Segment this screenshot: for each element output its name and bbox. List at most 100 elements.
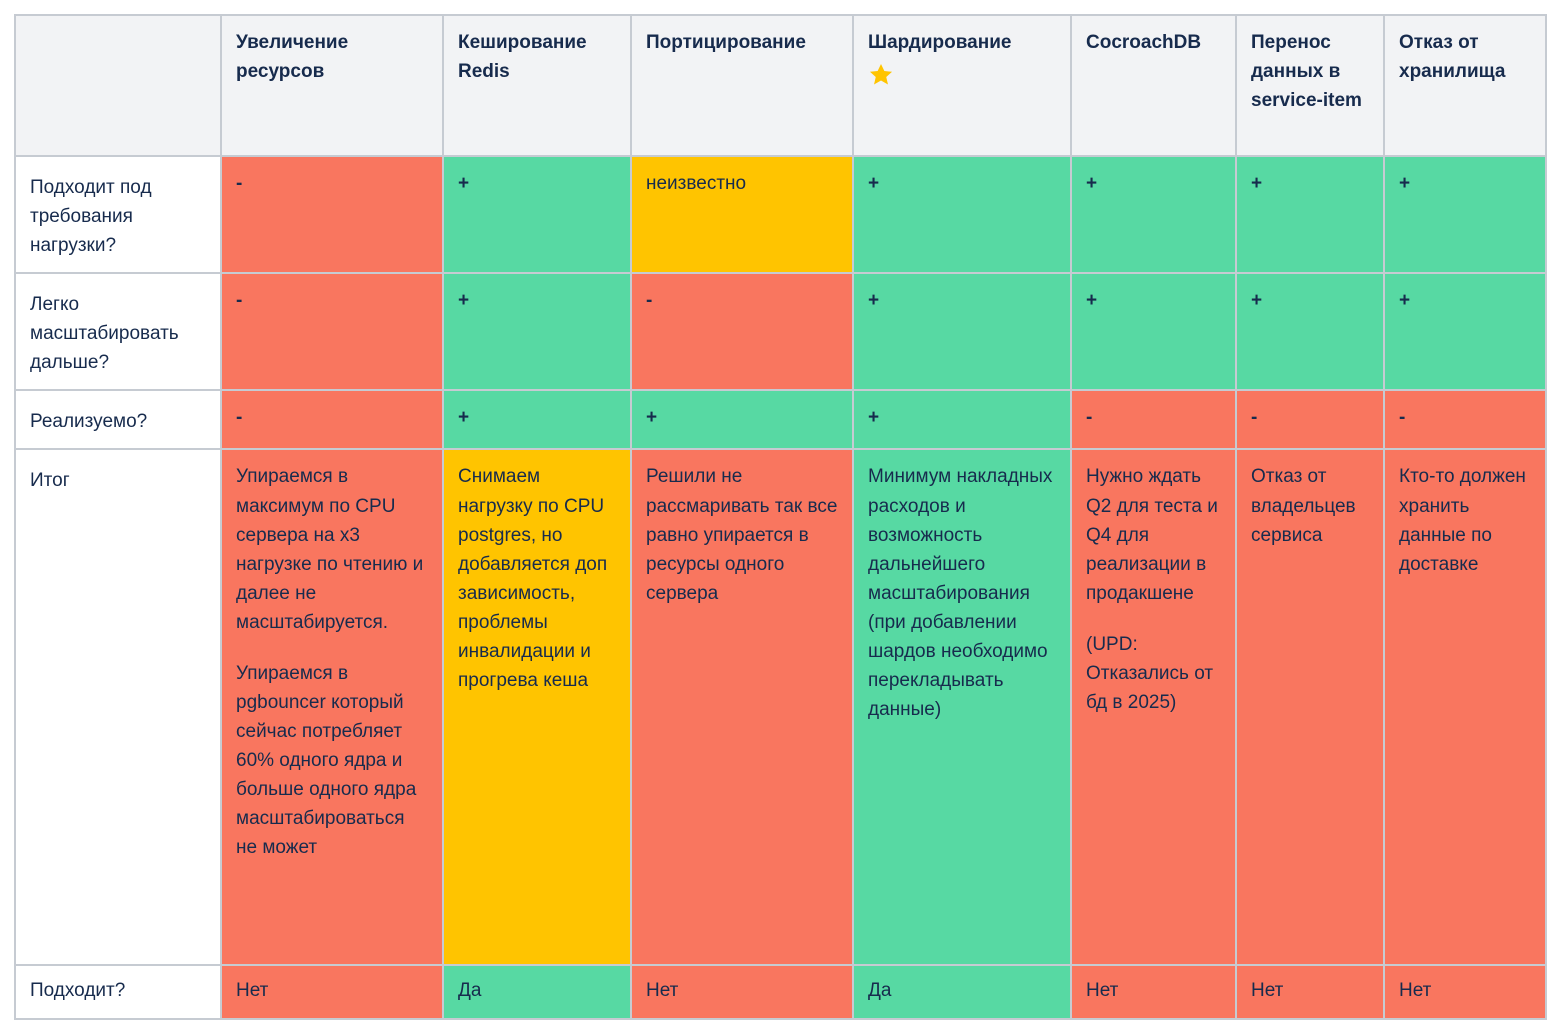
matrix-cell: Решили не рассмаривать так все равно упи… bbox=[630, 448, 854, 967]
status-sign: + bbox=[458, 290, 470, 312]
column-header-cockroachdb: CocroachDB bbox=[1070, 14, 1237, 157]
row-label: Подходит? bbox=[14, 964, 222, 1020]
matrix-cell: Кто-то должен хранить данные по доставке bbox=[1383, 448, 1547, 967]
matrix-cell: Нет bbox=[1235, 964, 1385, 1020]
status-sign: + bbox=[868, 290, 880, 312]
matrix-cell: Нет bbox=[630, 964, 854, 1020]
matrix-cell: + bbox=[852, 154, 1072, 275]
row-label: Легко масштабировать дальше? bbox=[14, 272, 222, 392]
status-sign: + bbox=[868, 407, 880, 429]
matrix-cell: + bbox=[442, 389, 632, 451]
column-header-label: Портицирование bbox=[646, 32, 806, 53]
matrix-cell: + bbox=[1383, 272, 1547, 392]
column-header-label: Отказ от хранилища bbox=[1399, 32, 1506, 83]
status-sign: + bbox=[646, 407, 658, 429]
status-sign: + bbox=[458, 407, 470, 429]
column-header-label: CocroachDB bbox=[1086, 32, 1202, 53]
status-sign: + bbox=[1086, 173, 1098, 194]
matrix-cell: Снимаем нагрузку по CPU postgres, но доб… bbox=[442, 448, 632, 967]
verdict-text: Нет bbox=[646, 980, 679, 1002]
column-header-service-item-transfer: Перенос данных в service-item bbox=[1235, 14, 1385, 157]
matrix-cell: + bbox=[1235, 154, 1385, 275]
status-sign: - bbox=[236, 290, 243, 312]
matrix-cell: Да bbox=[852, 964, 1072, 1020]
verdict-text: Нет bbox=[1399, 980, 1432, 1002]
column-header-label: Кеширование Redis bbox=[458, 32, 587, 83]
matrix-cell: - bbox=[220, 154, 444, 275]
row-feasible: Реализуемо? - + + + - - - bbox=[14, 389, 1547, 451]
matrix-cell: - bbox=[1383, 389, 1547, 451]
matrix-cell: - bbox=[220, 389, 444, 451]
summary-paragraph: (UPD: Отказались от бд в 2025) bbox=[1086, 633, 1214, 713]
summary-paragraph: Снимаем нагрузку по CPU postgres, но доб… bbox=[458, 466, 608, 691]
star-icon bbox=[868, 62, 1056, 88]
matrix-cell: - bbox=[220, 272, 444, 392]
matrix-cell: + bbox=[442, 154, 632, 275]
verdict-text: Да bbox=[868, 980, 892, 1002]
matrix-cell: + bbox=[630, 389, 854, 451]
status-sign: + bbox=[1251, 290, 1263, 312]
row-load-requirements: Подходит под требования нагрузки? - + не… bbox=[14, 154, 1547, 275]
status-sign: + bbox=[1399, 290, 1411, 312]
summary-paragraph: Отказ от владельцев сервиса bbox=[1251, 466, 1356, 546]
column-header-label: Шардирование bbox=[868, 32, 1012, 53]
verdict-text: Нет bbox=[236, 980, 269, 1002]
verdict-text: Нет bbox=[1086, 980, 1119, 1002]
corner-cell bbox=[14, 14, 222, 157]
status-sign: + bbox=[1399, 173, 1411, 194]
header-row: Увеличение ресурсов Кеширование Redis По… bbox=[14, 14, 1547, 157]
column-header-label: Перенос данных в service-item bbox=[1251, 32, 1362, 112]
matrix-cell: - bbox=[630, 272, 854, 392]
matrix-cell: Да bbox=[442, 964, 632, 1020]
row-verdict: Подходит? Нет Да Нет Да Нет Нет Нет bbox=[14, 964, 1547, 1020]
status-sign: + bbox=[868, 173, 880, 194]
matrix-cell: Отказ от владельцев сервиса bbox=[1235, 448, 1385, 967]
verdict-text: Да bbox=[458, 980, 482, 1002]
matrix-cell: Упираемся в максимум по CPU сервера на x… bbox=[220, 448, 444, 967]
status-sign: + bbox=[1251, 173, 1263, 194]
summary-paragraph: Решили не рассмаривать так все равно упи… bbox=[646, 466, 838, 604]
column-header-label: Увеличение ресурсов bbox=[236, 32, 349, 83]
status-sign: - bbox=[646, 290, 653, 312]
row-label: Реализуемо? bbox=[14, 389, 222, 451]
matrix-cell: - bbox=[1235, 389, 1385, 451]
verdict-text: Нет bbox=[1251, 980, 1284, 1002]
row-label: Итог bbox=[14, 448, 222, 967]
comparison-table: Увеличение ресурсов Кеширование Redis По… bbox=[14, 14, 1547, 1020]
status-sign: - bbox=[1399, 407, 1406, 429]
matrix-cell: + bbox=[442, 272, 632, 392]
summary-paragraph: Минимум накладных расходов и возможность… bbox=[868, 466, 1053, 720]
column-header-storage-refusal: Отказ от хранилища bbox=[1383, 14, 1547, 157]
matrix-cell: Минимум накладных расходов и возможность… bbox=[852, 448, 1072, 967]
matrix-cell: неизвестно bbox=[630, 154, 854, 275]
matrix-cell: Нет bbox=[220, 964, 444, 1020]
row-easy-scaling: Легко масштабировать дальше? - + - + + +… bbox=[14, 272, 1547, 392]
column-header-increase-resources: Увеличение ресурсов bbox=[220, 14, 444, 157]
summary-paragraph: Нужно ждать Q2 для теста и Q4 для реализ… bbox=[1086, 466, 1218, 604]
status-sign: - bbox=[1251, 407, 1258, 429]
matrix-cell: Нужно ждать Q2 для теста и Q4 для реализ… bbox=[1070, 448, 1237, 967]
status-sign: + bbox=[1086, 290, 1098, 312]
summary-paragraph: Упираемся в pgbouncer который сейчас пот… bbox=[236, 662, 417, 859]
status-sign: - bbox=[236, 173, 243, 194]
matrix-cell: + bbox=[1235, 272, 1385, 392]
summary-paragraph: Упираемся в максимум по CPU сервера на x… bbox=[236, 466, 424, 633]
matrix-cell: + bbox=[1383, 154, 1547, 275]
row-label: Подходит под требования нагрузки? bbox=[14, 154, 222, 275]
matrix-cell: Нет bbox=[1383, 964, 1547, 1020]
matrix-cell: Нет bbox=[1070, 964, 1237, 1020]
column-header-redis-caching: Кеширование Redis bbox=[442, 14, 632, 157]
matrix-cell: + bbox=[852, 389, 1072, 451]
column-header-partitioning: Портицирование bbox=[630, 14, 854, 157]
column-header-sharding: Шардирование bbox=[852, 14, 1072, 157]
summary-paragraph: Кто-то должен хранить данные по доставке bbox=[1399, 466, 1526, 575]
matrix-cell: - bbox=[1070, 389, 1237, 451]
matrix-cell: + bbox=[1070, 272, 1237, 392]
status-text: неизвестно bbox=[646, 173, 747, 194]
status-sign: - bbox=[236, 407, 243, 429]
row-summary: Итог Упираемся в максимум по CPU сервера… bbox=[14, 448, 1547, 967]
matrix-cell: + bbox=[1070, 154, 1237, 275]
status-sign: + bbox=[458, 173, 470, 194]
status-sign: - bbox=[1086, 407, 1093, 429]
matrix-cell: + bbox=[852, 272, 1072, 392]
